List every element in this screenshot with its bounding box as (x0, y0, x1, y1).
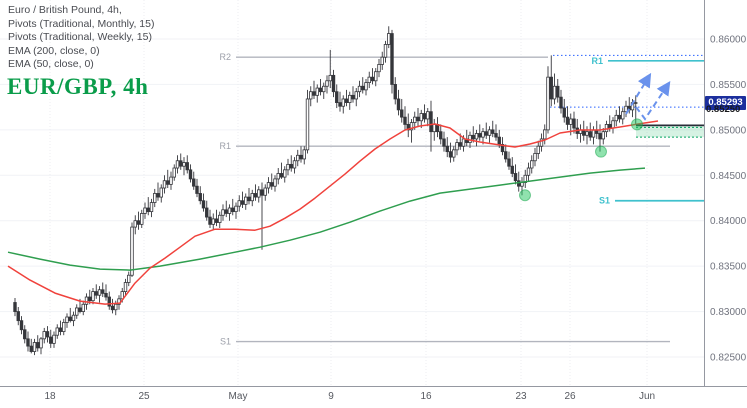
time-axis-label: 25 (138, 391, 150, 402)
bounce-markers (519, 118, 643, 202)
time-axis-label: 23 (515, 391, 527, 402)
price-axis[interactable]: 0.86000 0.85500 0.85000 0.84500 0.84000 0.835… (710, 35, 747, 364)
legend-symbol[interactable]: Euro / British Pound, 4h, (8, 4, 122, 16)
legend-pivots-monthly[interactable]: Pivots (Traditional, Monthly, 15) (8, 17, 155, 30)
legend-ema-50[interactable]: EMA (50, close, 0) (8, 58, 94, 70)
pivot-price-axis-label: 0.85250 (706, 104, 741, 115)
ema-50-line (7, 120, 659, 305)
time-axis-label: May (229, 391, 248, 402)
time-axis-label: 18 (44, 391, 56, 402)
price-axis-label: 0.83000 (710, 307, 747, 318)
candlesticks (13, 26, 638, 356)
drawn-resistance-lines (550, 54, 704, 108)
price-axis-label: 0.85500 (710, 80, 747, 91)
price-axis-label: 0.82500 (710, 353, 747, 364)
price-axis-label: 0.86000 (710, 35, 747, 46)
indicator-legend[interactable]: Euro / British Pound, 4h, Pivots (Tradit… (8, 4, 154, 72)
support-zone (636, 125, 704, 138)
projection-arrows (625, 72, 671, 121)
legend-ema-200[interactable]: EMA (200, close, 0) (8, 44, 100, 57)
price-axis-label: 0.83500 (710, 262, 747, 273)
price-axis-label: 0.84000 (710, 216, 747, 227)
time-axis-label: 9 (328, 391, 334, 402)
symbol-watermark: EUR/GBP, 4h (7, 74, 149, 99)
pivot-s1-monthly-label: S1 (220, 337, 231, 347)
current-price-badge: 0.85293 (705, 96, 746, 111)
time-axis[interactable]: 18 25 May 9 16 23 26 Jun (44, 391, 655, 402)
legend-pivots-weekly[interactable]: Pivots (Traditional, Weekly, 15) (8, 31, 152, 43)
pivot-r2-monthly-label: R2 (219, 52, 231, 62)
ema-200-line (7, 167, 646, 271)
time-axis-label: Jun (639, 391, 655, 402)
price-axis-label: 0.85000 (710, 125, 747, 136)
price-axis-label: 0.84500 (710, 171, 747, 182)
axis-borders (0, 0, 747, 387)
pivot-lines: R2 R1 S1 R1 S1 (219, 52, 704, 347)
time-axis-label: 26 (564, 391, 576, 402)
pivot-r1-monthly-label: R1 (219, 141, 231, 151)
pivot-s1-weekly-label: S1 (599, 196, 610, 206)
time-axis-label: 16 (420, 391, 432, 402)
pivot-r1-weekly-label: R1 (591, 56, 603, 66)
